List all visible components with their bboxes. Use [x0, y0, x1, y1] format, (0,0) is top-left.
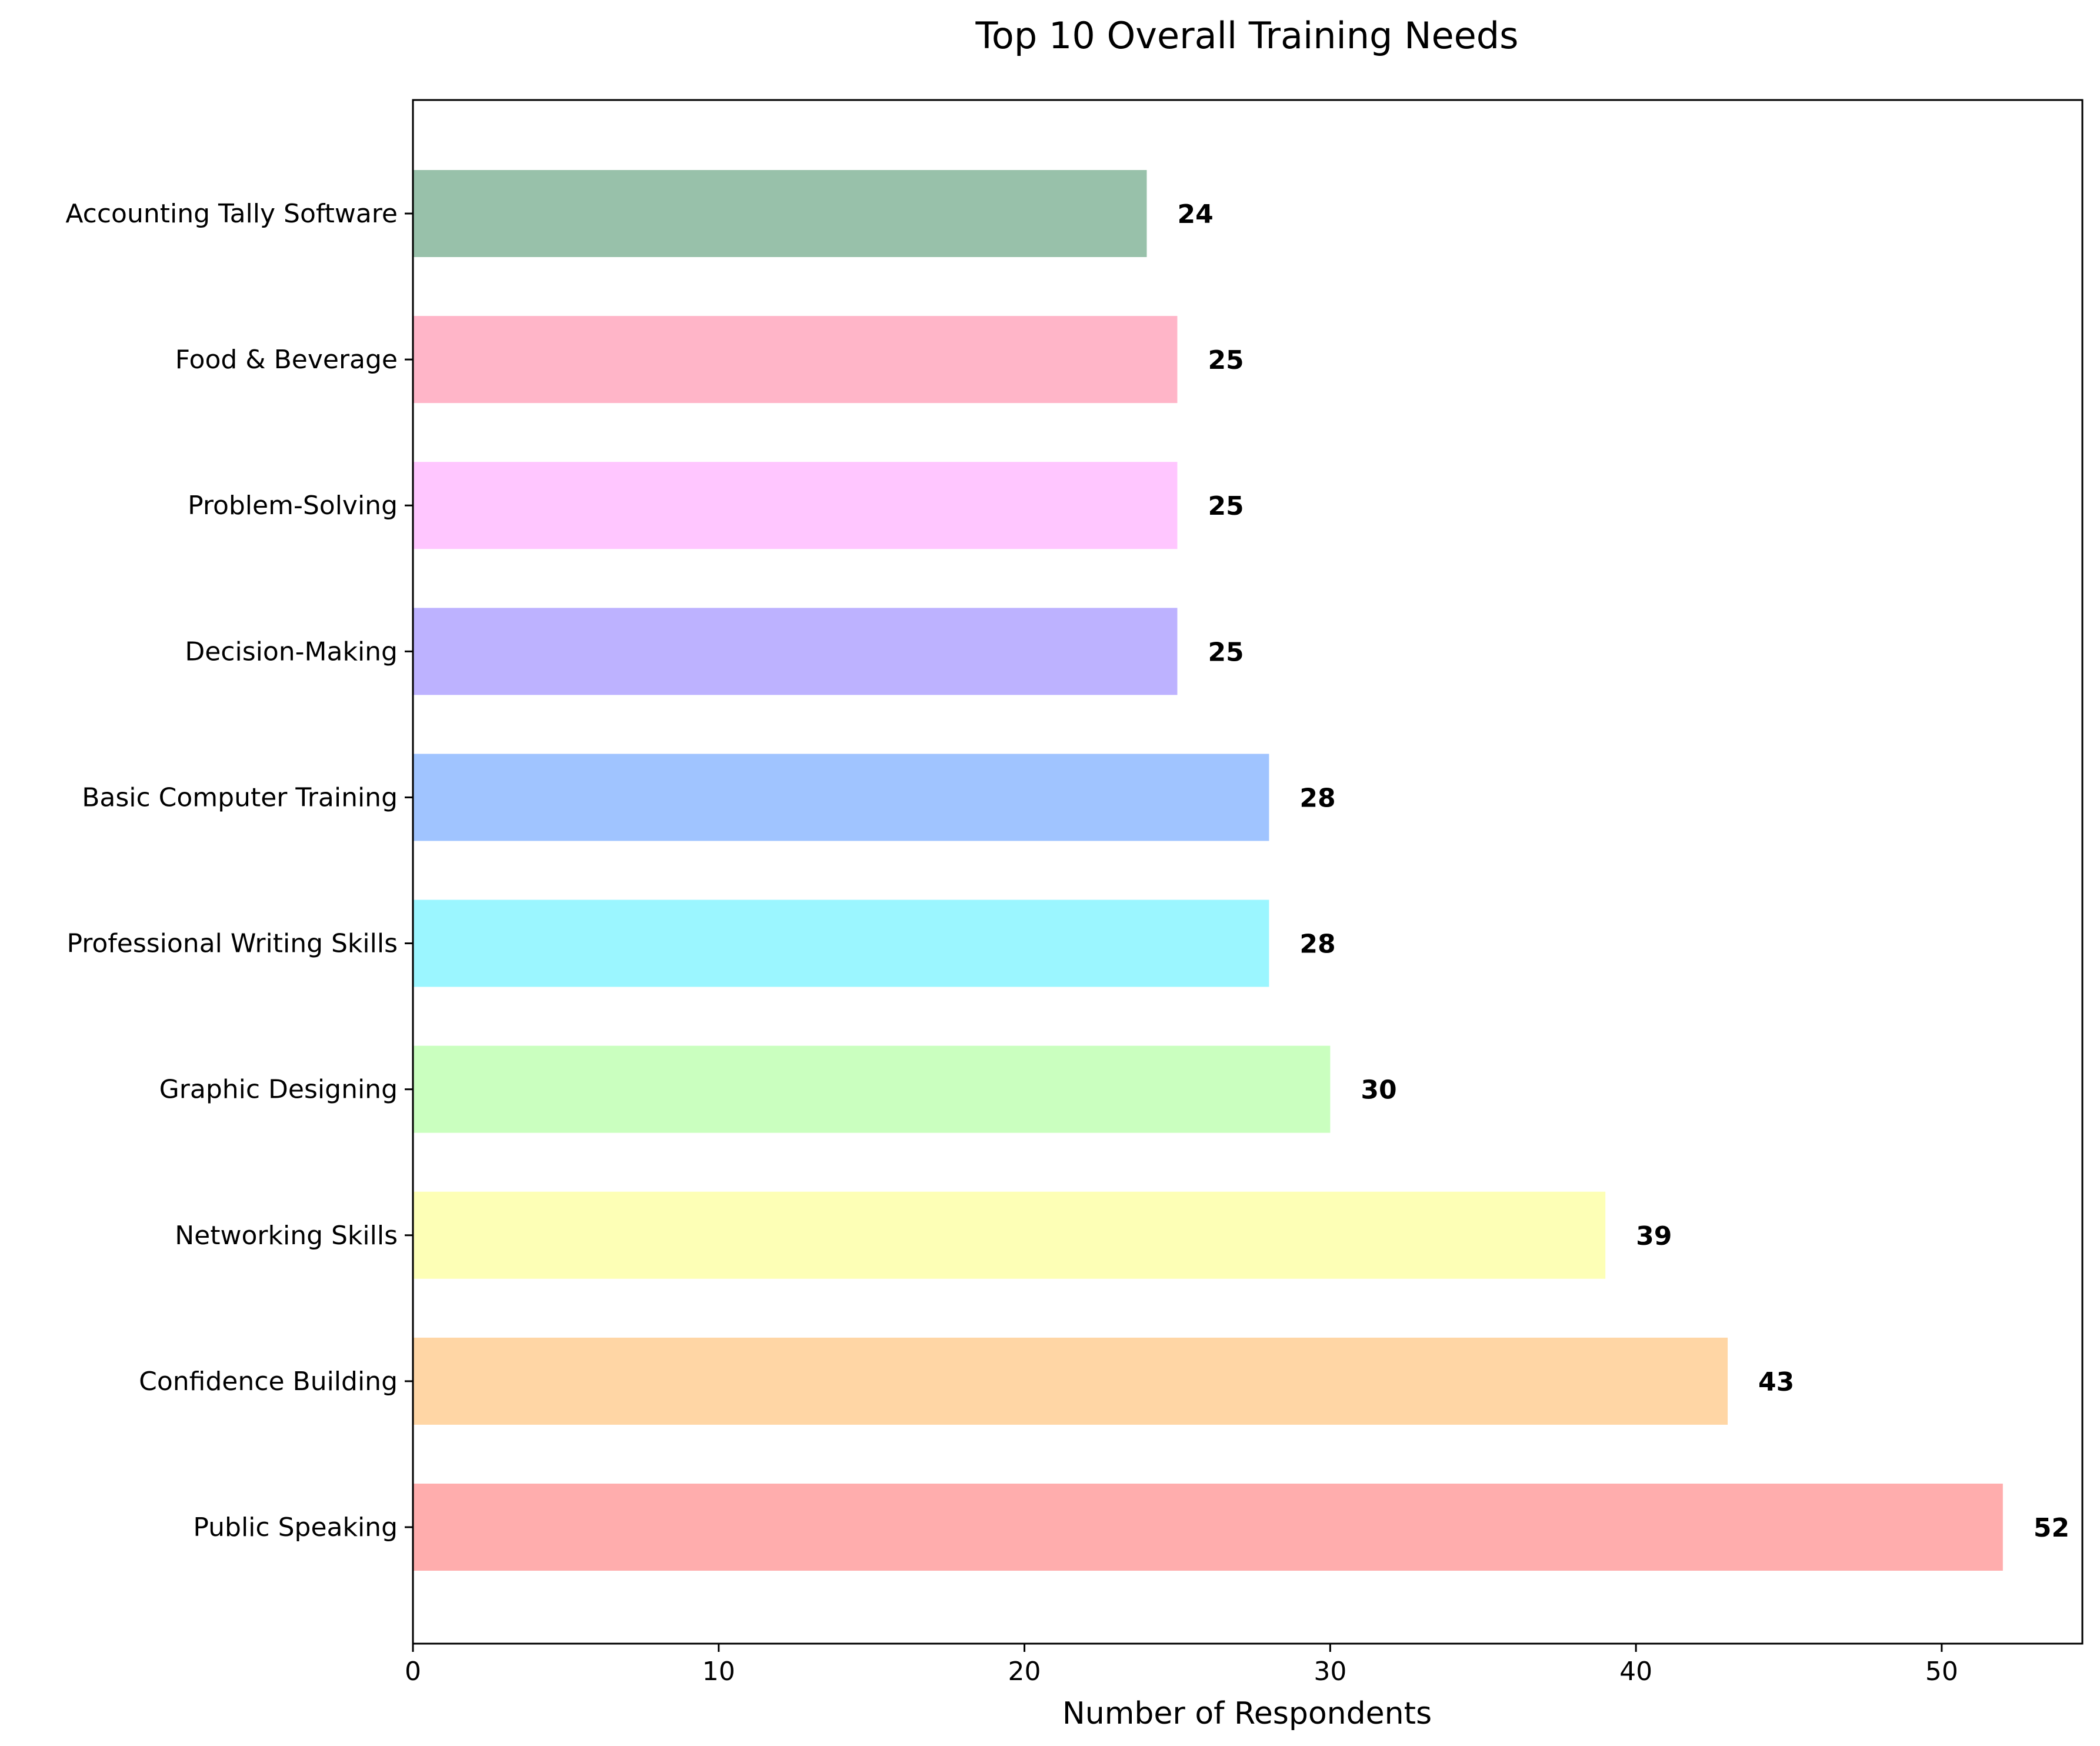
value-label-accounting-tally-software: 24 [1177, 199, 1213, 229]
bars-group [413, 170, 2003, 1571]
x-tick-label-0: 0 [405, 1657, 421, 1687]
y-tick-label-basic-computer-training: Basic Computer Training [82, 782, 398, 812]
x-tick-label-10: 10 [702, 1657, 735, 1687]
value-label-food-and-beverage: 25 [1208, 345, 1244, 375]
value-label-decision-making: 25 [1208, 637, 1244, 667]
bar-professional-writing-skills [413, 899, 1269, 987]
bar-public-speaking [413, 1484, 2003, 1571]
y-tick-label-food-and-beverage: Food & Beverage [175, 345, 398, 375]
y-tick-label-networking-skills: Networking Skills [175, 1221, 398, 1251]
bar-food-and-beverage [413, 316, 1178, 404]
x-axis: 0 10 20 30 40 50 [405, 1644, 1958, 1687]
bar-problem-solving [413, 462, 1178, 549]
value-label-public-speaking: 52 [2034, 1513, 2069, 1543]
y-tick-label-confidence-building: Confidence Building [139, 1367, 398, 1397]
value-label-professional-writing-skills: 28 [1299, 929, 1335, 959]
plot-frame [412, 99, 2084, 1645]
y-axis: Public Speaking Confidence Building Networ… [65, 199, 413, 1542]
bar-confidence-building [413, 1337, 1728, 1425]
value-label-networking-skills: 39 [1636, 1221, 1672, 1251]
value-label-basic-computer-training: 28 [1299, 783, 1335, 813]
value-label-problem-solving: 25 [1208, 491, 1244, 521]
y-tick-label-graphic-designing: Graphic Designing [159, 1075, 398, 1105]
bar-basic-computer-training [413, 754, 1269, 841]
chart-title: Top 10 Overall Training Needs [975, 14, 1519, 57]
y-tick-label-accounting-tally-software: Accounting Tally Software [65, 199, 398, 229]
bar-decision-making [413, 608, 1178, 695]
x-tick-label-30: 30 [1314, 1657, 1346, 1687]
y-tick-label-problem-solving: Problem-Solving [188, 491, 398, 521]
bar-networking-skills [413, 1191, 1606, 1279]
y-tick-label-professional-writing-skills: Professional Writing Skills [66, 929, 398, 959]
x-tick-label-40: 40 [1619, 1657, 1652, 1687]
value-label-confidence-building: 43 [1758, 1367, 1794, 1397]
value-labels-group: 52 43 39 30 28 28 25 25 25 24 [1177, 199, 2069, 1543]
value-label-graphic-designing: 30 [1361, 1075, 1396, 1105]
x-axis-label: Number of Respondents [1062, 1696, 1432, 1731]
y-tick-label-decision-making: Decision-Making [185, 637, 398, 667]
x-tick-label-20: 20 [1008, 1657, 1041, 1687]
bar-graphic-designing [413, 1045, 1331, 1133]
x-tick-label-50: 50 [1925, 1657, 1958, 1687]
bar-accounting-tally-software [413, 170, 1147, 257]
y-tick-label-public-speaking: Public Speaking [193, 1512, 398, 1542]
